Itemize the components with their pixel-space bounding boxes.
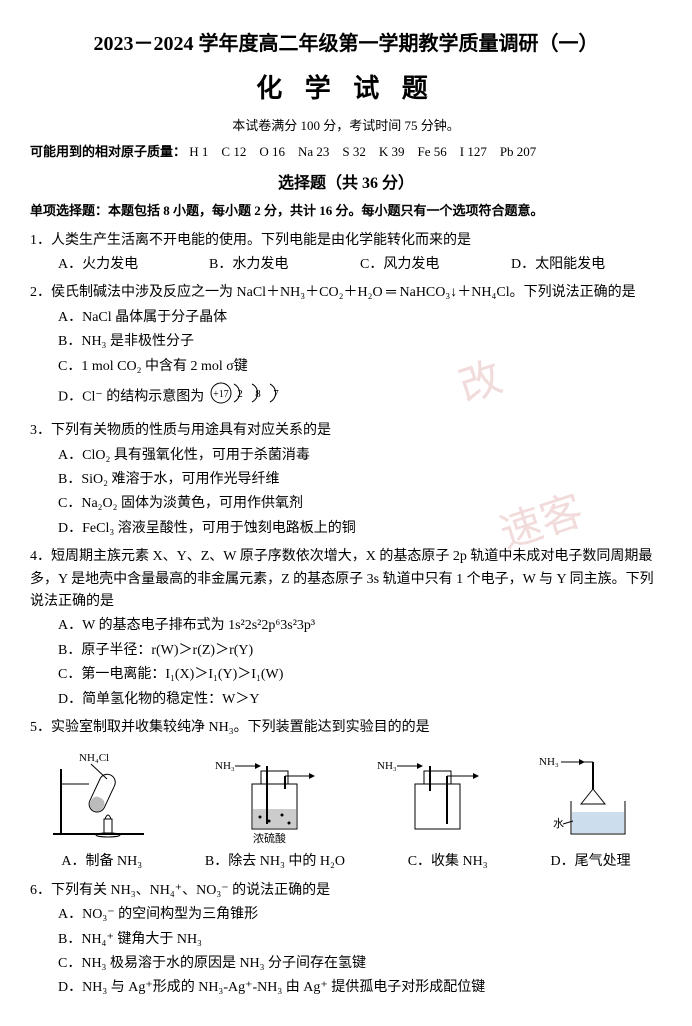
diagram-a-icon: NH₄Cl (49, 749, 159, 849)
q5-diagrams: NH₄Cl NH₃ (30, 749, 662, 849)
svg-text:8: 8 (255, 388, 261, 400)
q6-opt-d: D．NH₃ 与 Ag⁺形成的 NH₃-Ag⁺-NH₃ 由 Ag⁺ 提供孤电子对形… (58, 977, 662, 999)
q1-opt-a: A．火力发电 (58, 254, 209, 276)
section-title: 选择题（共 36 分） (30, 171, 662, 197)
q2-opt-a: A．NaCl 晶体属于分子晶体 (58, 307, 662, 329)
q2-opt-d: D．Cl⁻ 的结构示意图为 +17 2 8 7 (58, 380, 662, 414)
svg-text:7: 7 (273, 388, 279, 400)
q2-d-text: D．Cl⁻ 的结构示意图为 (58, 389, 204, 404)
q2-opt-c: C．1 mol CO₂ 中含有 2 mol σ键 (58, 356, 662, 378)
question-3: 3．下列有关物质的性质与用途具有对应关系的是 A．ClO₂ 具有强氧化性，可用于… (30, 420, 662, 540)
question-2: 2．侯氏制碱法中涉及反应之一为 NaCl＋NH₃＋CO₂＋H₂O ═ NaHCO… (30, 282, 662, 414)
diagram-d-icon: NH₃ 水 (523, 749, 643, 849)
q6-opt-a: A．NO₃⁻ 的空间构型为三角锥形 (58, 904, 662, 926)
q2-stem: 2．侯氏制碱法中涉及反应之一为 NaCl＋NH₃＋CO₂＋H₂O ═ NaHCO… (30, 282, 662, 304)
q4-opt-a: A．W 的基态电子排布式为 1s²2s²2p⁶3s²3p³ (58, 615, 662, 637)
atomic-values: H 1 C 12 O 16 Na 23 S 32 K 39 Fe 56 I 12… (189, 144, 536, 159)
svg-text:浓硫酸: 浓硫酸 (253, 831, 286, 845)
svg-text:+17: +17 (213, 389, 229, 400)
q2-opt-b: B．NH₃ 是非极性分子 (58, 331, 662, 353)
subject-title: 化 学 试 题 (30, 68, 662, 110)
q3-opt-a: A．ClO₂ 具有强氧化性，可用于杀菌消毒 (58, 445, 662, 467)
question-5: 5．实验室制取并收集较纯净 NH₃。下列装置能达到实验目的的是 NH₄Cl NH… (30, 717, 662, 874)
q5-stem: 5．实验室制取并收集较纯净 NH₃。下列装置能达到实验目的的是 (30, 717, 662, 739)
question-6: 6．下列有关 NH₃、NH₄⁺、NO₃⁻ 的说法正确的是 A．NO₃⁻ 的空间构… (30, 880, 662, 1000)
q4-opt-c: C．第一电离能：I₁(X)＞I₁(Y)＞I₁(W) (58, 664, 662, 686)
q5-opt-b: B．除去 NH₃ 中的 H₂O (205, 851, 345, 873)
svg-text:NH₃: NH₃ (377, 760, 397, 772)
q5-opt-a: A．制备 NH₃ (61, 851, 142, 873)
q6-opt-c: C．NH₃ 极易溶于水的原因是 NH₃ 分子间存在氢键 (58, 953, 662, 975)
section-note: 单项选择题：本题包括 8 小题，每小题 2 分，共计 16 分。每小题只有一个选… (30, 201, 662, 222)
label-nh4cl: NH₄Cl (79, 752, 109, 764)
cl-structure-icon: +17 2 8 7 (208, 380, 288, 414)
q1-opt-b: B．水力发电 (209, 254, 360, 276)
diagram-c-icon: NH₃ (365, 749, 485, 849)
atomic-mass-line: 可能用到的相对原子质量： H 1 C 12 O 16 Na 23 S 32 K … (30, 142, 662, 163)
exam-info: 本试卷满分 100 分，考试时间 75 分钟。 (30, 116, 662, 137)
q1-stem: 1．人类生产生活离不开电能的使用。下列电能是由化学能转化而来的是 (30, 230, 662, 252)
svg-text:水: 水 (553, 817, 564, 830)
q1-opt-c: C．风力发电 (360, 254, 511, 276)
q5-opt-d: D．尾气处理 (550, 851, 630, 873)
q3-opt-b: B．SiO₂ 难溶于水，可用作光导纤维 (58, 469, 662, 491)
svg-text:NH₃: NH₃ (215, 760, 235, 772)
section-note-bold: 单项选择题：本题包括 8 小题，每小题 2 分，共计 16 分。每小题只有一个选… (30, 203, 544, 218)
q6-stem: 6．下列有关 NH₃、NH₄⁺、NO₃⁻ 的说法正确的是 (30, 880, 662, 902)
q4-opt-d: D．简单氢化物的稳定性：W＞Y (58, 689, 662, 711)
q3-stem: 3．下列有关物质的性质与用途具有对应关系的是 (30, 420, 662, 442)
q4-opt-b: B．原子半径：r(W)＞r(Z)＞r(Y) (58, 640, 662, 662)
q1-opt-d: D．太阳能发电 (511, 254, 662, 276)
q3-opt-d: D．FeCl₃ 溶液呈酸性，可用于蚀刻电路板上的铜 (58, 518, 662, 540)
q3-opt-c: C．Na₂O₂ 固体为淡黄色，可用作供氧剂 (58, 493, 662, 515)
question-4: 4．短周期主族元素 X、Y、Z、W 原子序数依次增大，X 的基态原子 2p 轨道… (30, 546, 662, 711)
q4-stem: 4．短周期主族元素 X、Y、Z、W 原子序数依次增大，X 的基态原子 2p 轨道… (30, 546, 662, 613)
atomic-prefix: 可能用到的相对原子质量： (30, 144, 186, 159)
svg-text:NH₃: NH₃ (539, 756, 559, 768)
main-title: 2023－2024 学年度高二年级第一学期教学质量调研（一） (30, 28, 662, 60)
question-1: 1．人类生产生活离不开电能的使用。下列电能是由化学能转化而来的是 A．火力发电 … (30, 230, 662, 277)
diagram-b-icon: NH₃ 浓硫酸 (197, 749, 327, 849)
svg-text:2: 2 (237, 388, 243, 400)
q5-opt-c: C．收集 NH₃ (408, 851, 488, 873)
